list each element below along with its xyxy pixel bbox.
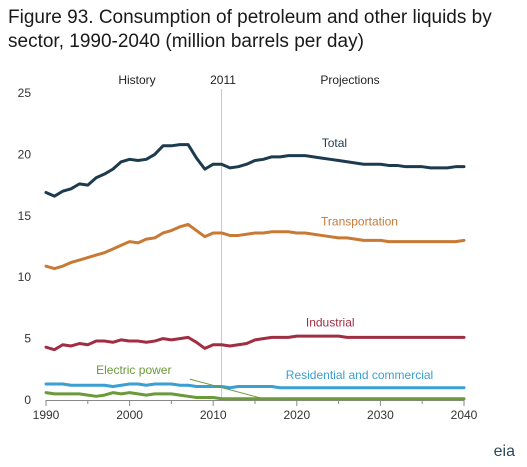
transportation-line [44, 222, 466, 271]
electric-power-label: Electric power [96, 363, 171, 377]
industrial-label: Industrial [306, 315, 355, 329]
y-tick-label: 5 [24, 332, 31, 346]
y-tick-label: 10 [18, 270, 32, 284]
projections-annotation: Projections [320, 73, 379, 87]
industrial-line [44, 334, 466, 352]
electric-power-line [44, 391, 466, 401]
x-tick-label: 2030 [367, 408, 394, 422]
residential-and-commercial-line [44, 382, 466, 390]
x-tick-label: 2000 [116, 408, 143, 422]
x-tick-label: 1990 [33, 408, 60, 422]
x-tick-label: 2020 [283, 408, 310, 422]
eia-logo: eia [494, 443, 515, 461]
transportation-label: Transportation [321, 215, 398, 229]
x-tick-label: 2040 [451, 408, 478, 422]
x-tick-label: 2010 [200, 408, 227, 422]
history-annotation: History [118, 73, 155, 87]
total-label: Total [322, 136, 347, 150]
series-lines [44, 143, 466, 401]
residential-and-commercial-label: Residential and commercial [286, 368, 433, 382]
axes [45, 89, 465, 406]
series-labels: Total Transportation Industrial Residential… [96, 136, 433, 400]
y-tick-label: 25 [18, 86, 32, 100]
tick-labels: 1990 2000 2010 2020 2030 2040 0 5 10 15 20 25 [18, 86, 478, 422]
y-tick-label: 20 [18, 147, 32, 161]
year-annotation: 2011 [210, 73, 236, 87]
y-tick-label: 0 [24, 393, 31, 407]
eia-logo-text: eia [493, 443, 515, 460]
y-tick-label: 15 [18, 209, 32, 223]
annotations: History 2011 Projections [118, 73, 379, 87]
total-line [44, 143, 466, 198]
chart-title: Figure 93. Consumption of petroleum and … [8, 7, 492, 52]
electric-power-leader-line [189, 378, 264, 400]
